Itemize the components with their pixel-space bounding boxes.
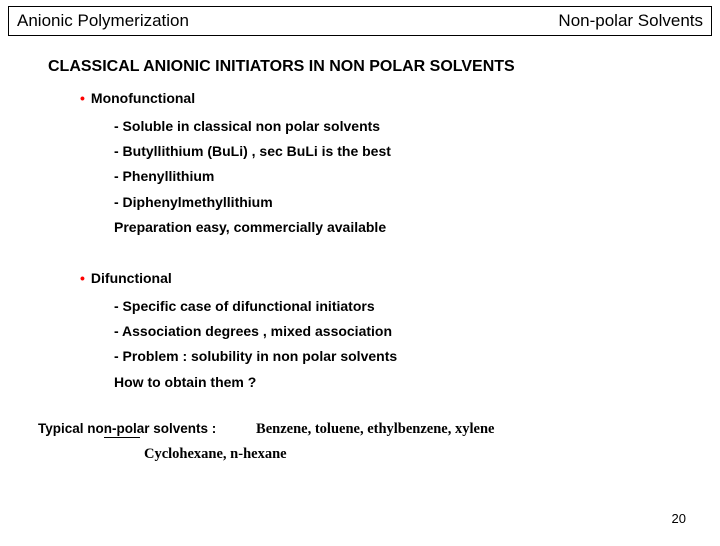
list-item: - Problem : solubility in non polar solv… (114, 344, 720, 369)
list-item: - Phenyllithium (114, 164, 720, 189)
underline-decoration (104, 437, 140, 438)
typical-solvents-line: Typical non-polar solvents : Benzene, to… (38, 421, 720, 438)
section-2-head: • Difunctional (80, 270, 720, 286)
list-item: - Soluble in classical non polar solvent… (114, 114, 720, 139)
list-item: How to obtain them ? (114, 370, 720, 395)
header-left: Anionic Polymerization (17, 11, 189, 31)
slide-header: Anionic Polymerization Non-polar Solvent… (8, 6, 712, 36)
list-item: - Specific case of difunctional initiato… (114, 294, 720, 319)
typical-list-2: Cyclohexane, n-hexane (144, 446, 720, 463)
list-item: - Association degrees , mixed associatio… (114, 319, 720, 344)
section-1-head: • Monofunctional (80, 90, 720, 106)
list-item: Preparation easy, commercially available (114, 215, 720, 240)
bullet-icon: • (80, 90, 85, 106)
typical-label: Typical non-polar solvents : (38, 421, 216, 436)
section-1-label: Monofunctional (91, 90, 195, 106)
section-2-label: Difunctional (91, 270, 172, 286)
page-number: 20 (672, 511, 686, 526)
bullet-icon: • (80, 270, 85, 286)
slide-title: CLASSICAL ANIONIC INITIATORS IN NON POLA… (48, 58, 720, 76)
list-item: - Diphenylmethyllithium (114, 190, 720, 215)
list-item: - Butyllithium (BuLi) , sec BuLi is the … (114, 139, 720, 164)
typical-list-1: Benzene, toluene, ethylbenzene, xylene (256, 421, 494, 437)
header-right: Non-polar Solvents (558, 11, 703, 31)
